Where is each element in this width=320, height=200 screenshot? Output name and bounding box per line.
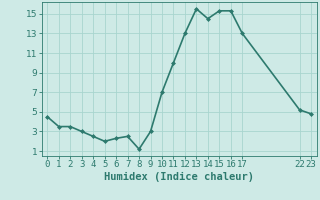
X-axis label: Humidex (Indice chaleur): Humidex (Indice chaleur) bbox=[104, 172, 254, 182]
